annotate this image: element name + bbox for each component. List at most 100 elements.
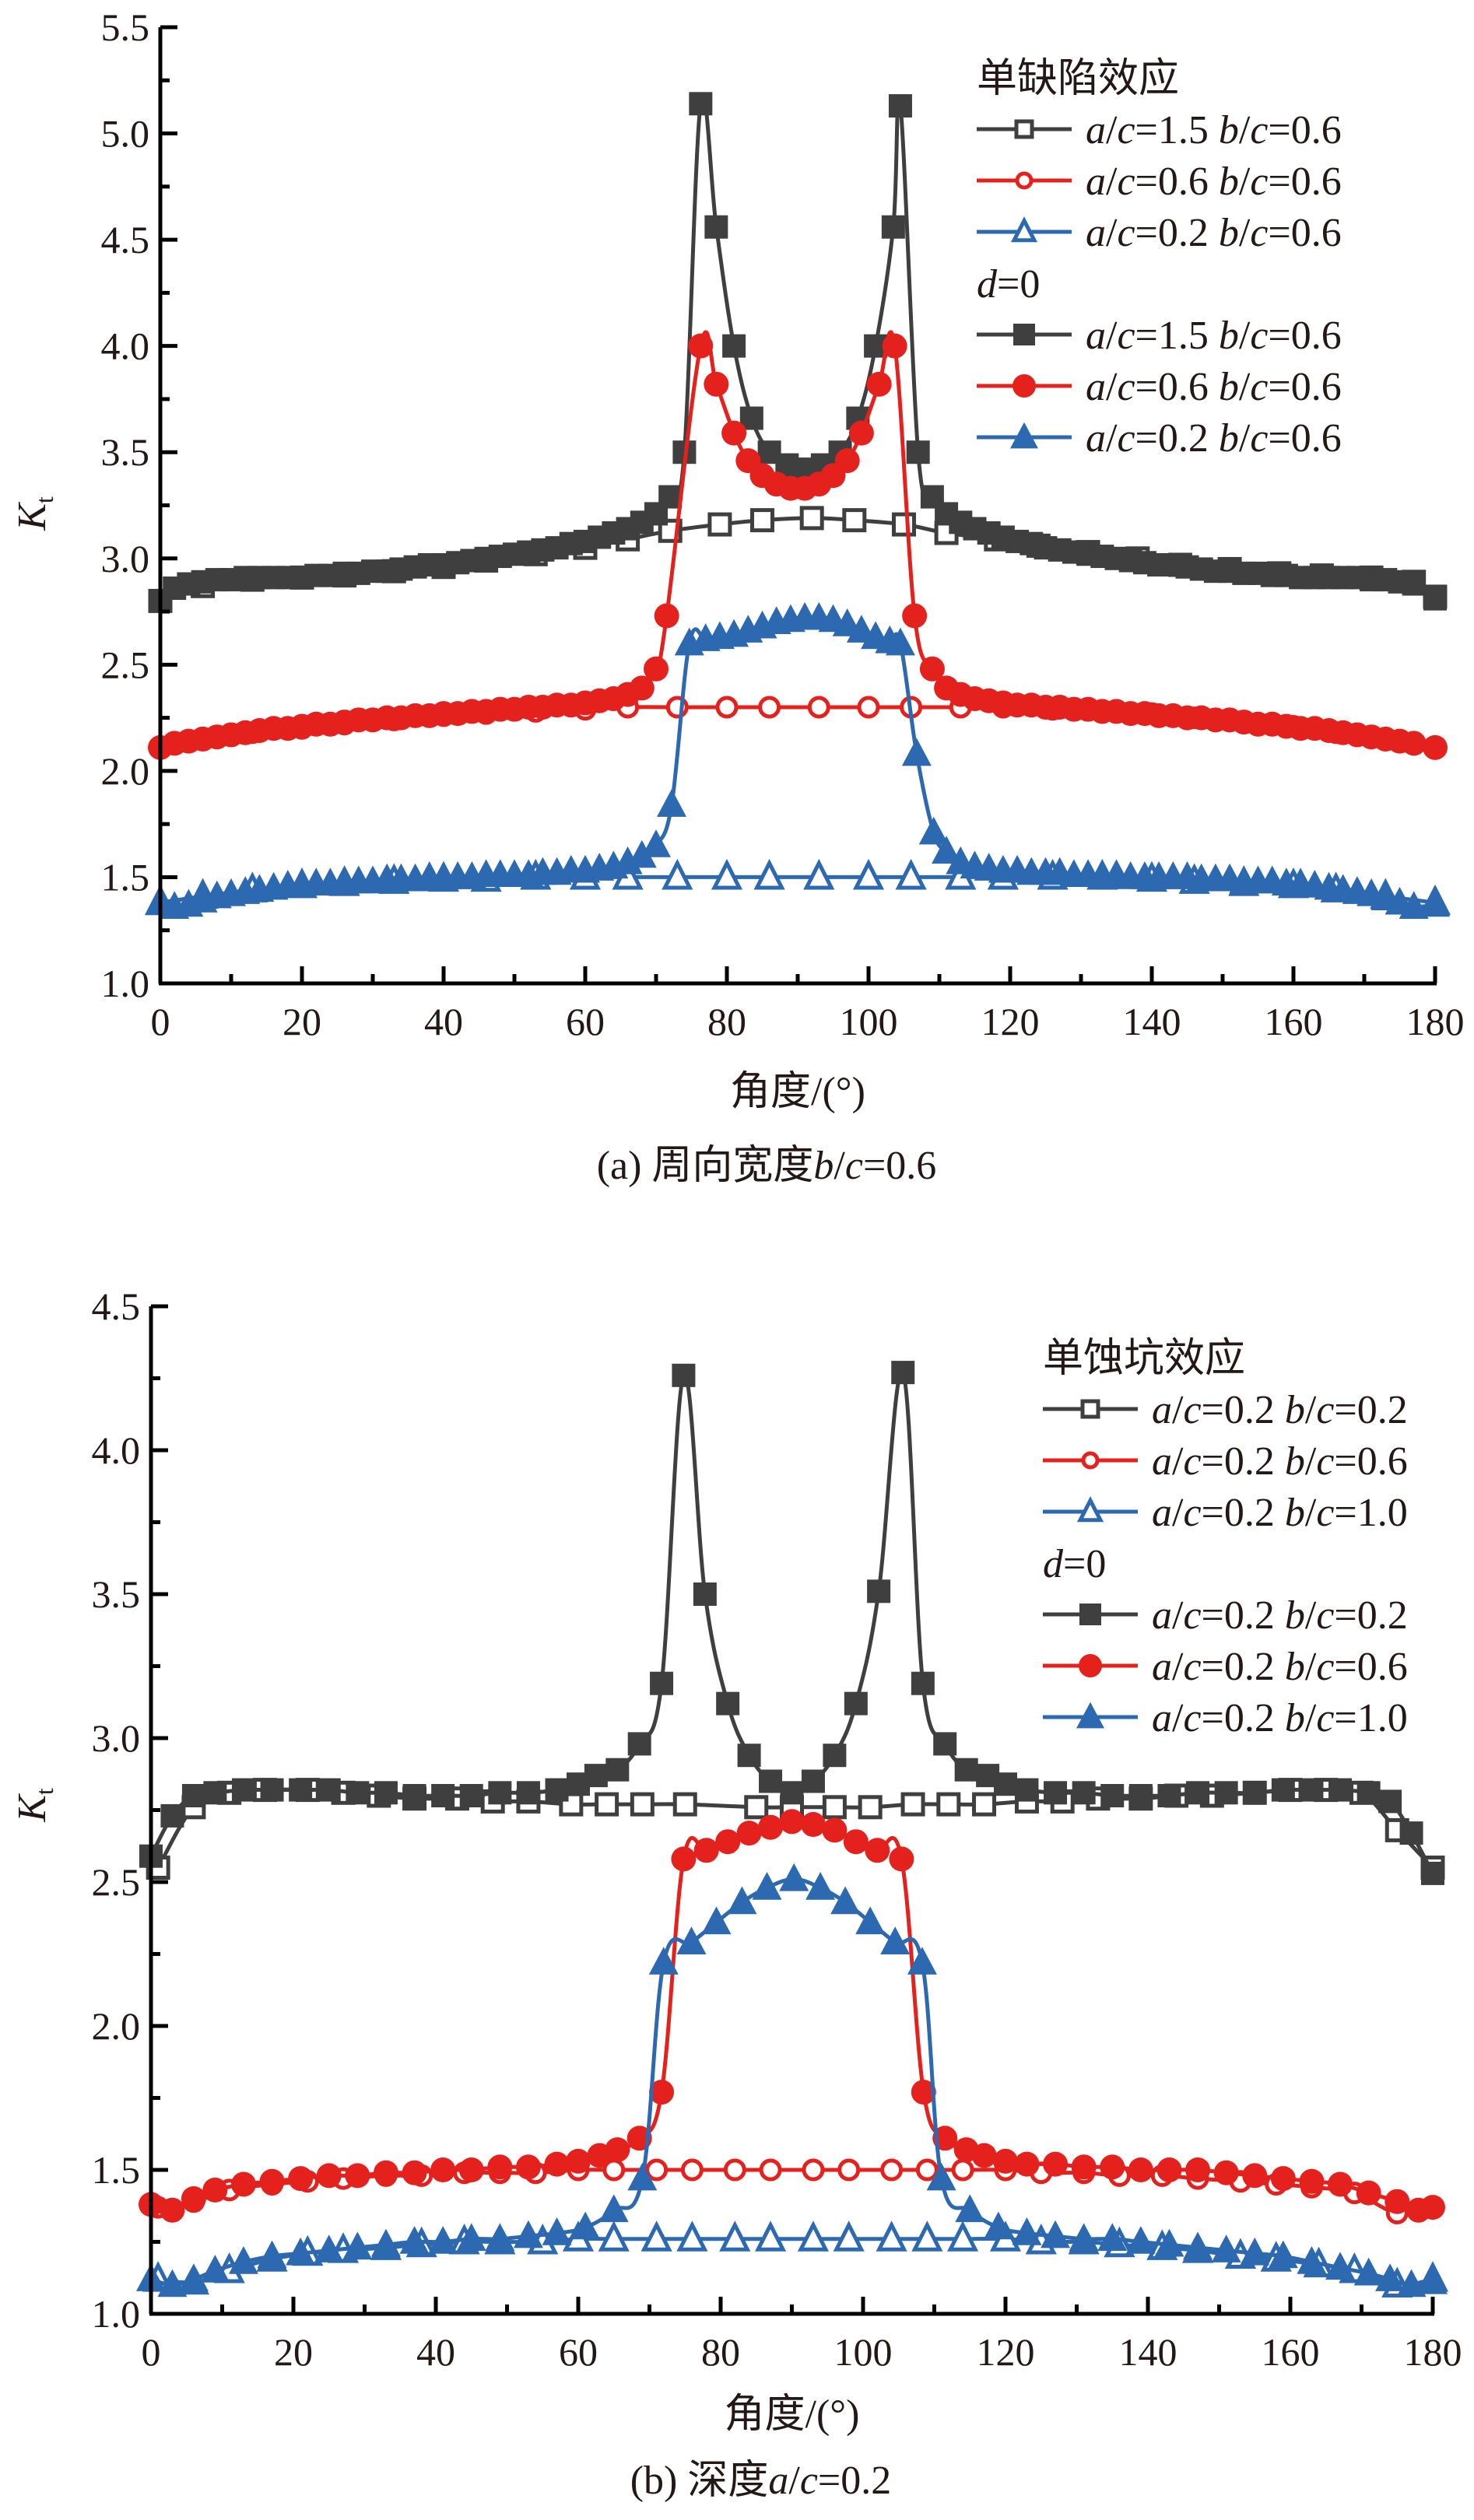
legend-label-part: b xyxy=(1219,159,1239,204)
data-point-square xyxy=(737,1744,761,1768)
legend-group-title: 单蚀坑效应 xyxy=(1043,1337,1245,1381)
legend-group-title-part: d xyxy=(977,262,998,307)
y-tick-label: 4.0 xyxy=(101,324,150,368)
legend-label-part: =0.6 xyxy=(1268,314,1341,358)
x-tick-label: 100 xyxy=(840,1000,898,1043)
data-point-triangle xyxy=(228,2246,258,2274)
x-tick-label: 80 xyxy=(707,1000,746,1043)
data-point-square xyxy=(972,1792,997,1817)
data-point-square xyxy=(1243,1781,1267,1805)
legend-entry: a/c=0.2 b/c=0.2 xyxy=(1043,1388,1408,1432)
data-point-circle xyxy=(951,2158,974,2182)
data-point-square xyxy=(716,1691,740,1716)
legend-label-part: b xyxy=(1285,1696,1305,1740)
data-point-triangle xyxy=(200,2255,230,2283)
legend-label: a/c=0.2 b/c=0.2 xyxy=(1152,1593,1408,1638)
x-tick-label: 160 xyxy=(1262,2330,1320,2374)
data-point-square xyxy=(630,1792,655,1817)
y-tick-label: 2.5 xyxy=(92,1860,141,1904)
legend-entry: a/c=0.2 b/c=1.0 xyxy=(1043,1696,1408,1740)
data-point-triangle xyxy=(657,789,687,817)
data-point-circle xyxy=(704,371,729,397)
data-point-circle xyxy=(1043,2151,1069,2177)
legend-entry: a/c=0.2 b/c=0.6 xyxy=(1043,1439,1408,1484)
data-point-square xyxy=(1128,1784,1153,1807)
legend-label-part: c xyxy=(1316,1696,1334,1740)
y-axis-title-subscript: t xyxy=(30,496,58,503)
data-point-circle xyxy=(654,603,679,629)
legend-label-part: =0.2 xyxy=(1202,1491,1285,1535)
data-point-circle xyxy=(993,2148,1018,2174)
data-point-triangle xyxy=(852,858,885,890)
data-point-triangle xyxy=(1041,2220,1071,2248)
series-line xyxy=(150,1877,1434,2287)
data-point-circle xyxy=(288,2166,314,2192)
legend-label-part: c xyxy=(1183,1439,1201,1484)
legend-label-part: c xyxy=(1117,211,1135,255)
series-filled-triangle xyxy=(136,1863,1448,2297)
data-point-circle xyxy=(1401,731,1427,756)
legend-label-part: =0.6 xyxy=(1334,1645,1407,1689)
legend-label-part: b xyxy=(1285,1439,1305,1484)
data-point-triangle xyxy=(830,1886,861,1915)
data-point-square xyxy=(689,92,713,116)
legend-label-part: c xyxy=(1316,1593,1334,1638)
data-point-square xyxy=(650,1671,674,1695)
legend-marker-square xyxy=(1014,119,1034,139)
data-point-triangle xyxy=(880,1926,911,1954)
data-point-circle xyxy=(645,2158,669,2182)
figure-caption-part: / xyxy=(788,2459,800,2503)
y-axis-title: Kt xyxy=(10,1788,58,1823)
legend-label-part: b xyxy=(1285,1593,1305,1638)
legend-label: a/c=0.2 b/c=0.6 xyxy=(1086,211,1342,255)
data-point-square xyxy=(1378,1789,1402,1814)
series-filled-triangle xyxy=(146,601,1450,919)
data-point-square xyxy=(1157,1784,1181,1807)
legend-label-part: c xyxy=(1117,159,1135,204)
data-point-circle xyxy=(834,448,860,474)
legend-marker-circle xyxy=(1081,1451,1100,1470)
data-point-square xyxy=(936,1792,961,1817)
data-point-square xyxy=(693,1582,717,1606)
data-point-circle xyxy=(971,2143,997,2168)
legend-label-part: / xyxy=(1172,1593,1184,1638)
legend-label-part: a xyxy=(1086,159,1106,204)
legend-label-part: a xyxy=(1152,1439,1172,1484)
x-tick-label: 20 xyxy=(274,2330,313,2374)
legend-label-part: b xyxy=(1285,1645,1305,1689)
legend-label-part: a xyxy=(1086,211,1106,255)
data-point-triangle xyxy=(833,2220,865,2252)
legend-label-part: / xyxy=(1305,1388,1317,1432)
data-point-triangle xyxy=(314,2234,344,2262)
y-tick-label: 5.5 xyxy=(101,5,150,49)
data-point-square xyxy=(888,94,912,118)
series-line xyxy=(160,516,1437,603)
x-tick-label: 100 xyxy=(834,2330,893,2374)
legend-marker-square xyxy=(1079,1603,1101,1625)
legend-label-part: c xyxy=(1316,1388,1334,1432)
data-point-square xyxy=(933,1732,957,1756)
x-tick-label: 40 xyxy=(416,2330,455,2374)
data-point-triangle xyxy=(1069,2223,1099,2252)
data-point-triangle xyxy=(1353,2257,1384,2286)
data-point-square xyxy=(954,1758,978,1782)
legend-label-part: c xyxy=(1316,1439,1334,1484)
legend-label-part: / xyxy=(1239,108,1251,152)
data-point-circle xyxy=(758,696,781,719)
figure-caption-part: =0.6 xyxy=(863,1144,936,1188)
data-point-triangle xyxy=(1183,2231,1213,2260)
data-point-square xyxy=(801,1769,825,1793)
data-point-square xyxy=(823,1744,847,1768)
legend-label-part: / xyxy=(1239,314,1251,358)
data-point-square xyxy=(867,1579,891,1603)
legend-label-part: =0.2 xyxy=(1135,211,1219,255)
figure-caption-part: =0.2 xyxy=(818,2459,891,2503)
data-point-triangle xyxy=(955,2194,985,2223)
data-point-triangle xyxy=(641,829,671,857)
legend-label-part: a xyxy=(1086,314,1106,358)
legend-label-part: a xyxy=(1152,1388,1172,1432)
data-point-circle xyxy=(487,2154,513,2180)
data-point-triangle xyxy=(932,836,962,864)
legend-entry: a/c=1.5 b/c=0.6 xyxy=(977,314,1342,358)
legend-label: a/c=1.5 b/c=0.6 xyxy=(1086,314,1342,358)
